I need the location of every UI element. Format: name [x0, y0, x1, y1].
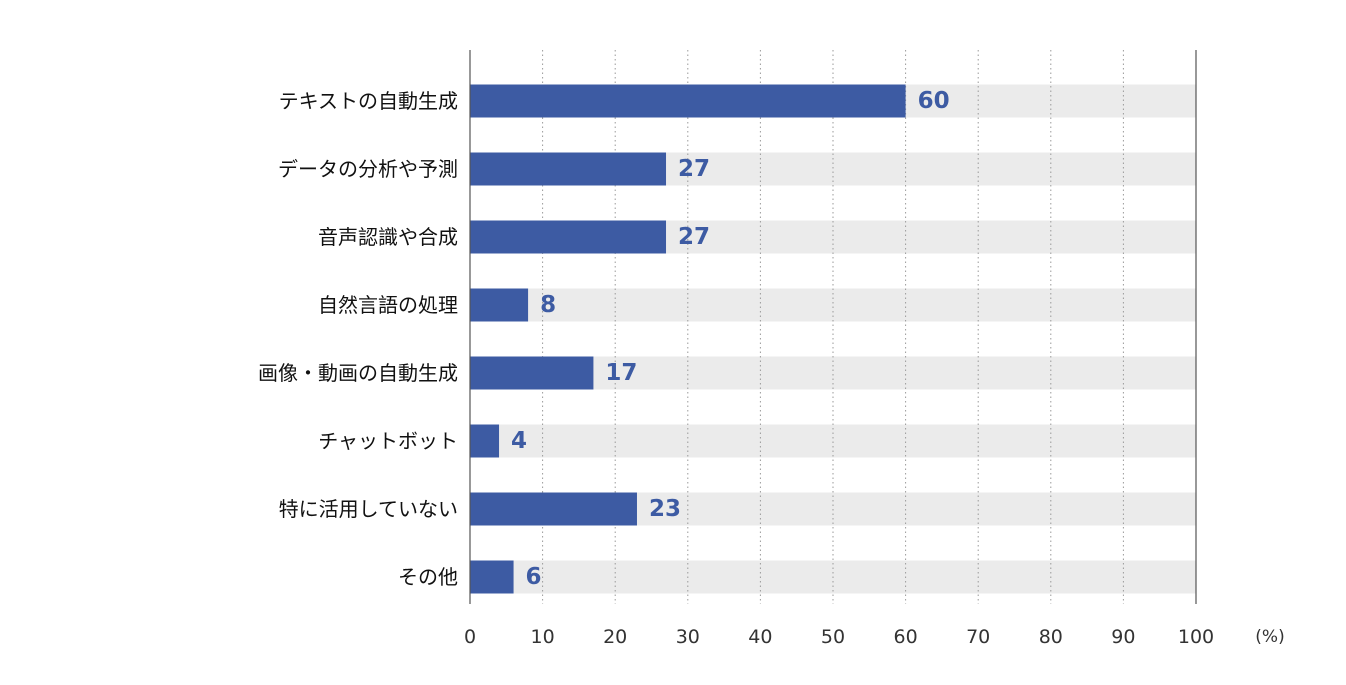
bars [470, 84, 906, 594]
bar [470, 424, 500, 458]
x-tick-label: 20 [603, 626, 627, 648]
x-tick-label: 70 [966, 626, 990, 648]
value-label: 8 [540, 292, 556, 318]
x-tick-labels: 0 10 20 30 40 50 60 70 80 90 100 [464, 626, 1214, 648]
bar [470, 220, 667, 254]
bar [470, 560, 514, 594]
category-label: 自然言語の処理 [318, 293, 458, 317]
category-label: 特に活用していない [279, 497, 458, 521]
category-label: テキストの自動生成 [279, 89, 458, 113]
value-label: 23 [649, 496, 681, 522]
value-labels: 60 27 27 8 17 4 23 6 [511, 88, 950, 590]
bar [470, 84, 906, 118]
value-label: 6 [526, 564, 542, 590]
category-label: データの分析や予測 [278, 157, 458, 181]
x-tick-label: 50 [821, 626, 845, 648]
x-tick-label: 60 [894, 626, 918, 648]
x-tick-label: 80 [1039, 626, 1063, 648]
x-tick-label: 90 [1111, 626, 1135, 648]
bar [470, 152, 667, 186]
category-labels: テキストの自動生成データの分析や予測音声認識や合成自然言語の処理画像・動画の自動… [258, 89, 458, 589]
bar [470, 492, 637, 526]
axes [469, 50, 1197, 604]
bar [470, 288, 529, 322]
bar [470, 356, 594, 390]
value-label: 27 [678, 156, 710, 182]
value-label: 60 [918, 88, 950, 114]
category-label: 音声認識や合成 [318, 225, 458, 249]
x-tick-label: 0 [464, 626, 476, 648]
unit-label: (%) [1255, 627, 1284, 647]
value-label: 27 [678, 224, 710, 250]
x-tick-label: 40 [748, 626, 772, 648]
x-tick-label: 10 [531, 626, 555, 648]
value-label: 4 [511, 428, 527, 454]
category-label: その他 [398, 565, 458, 589]
x-tick-label: 100 [1178, 626, 1214, 648]
category-label: チャットボット [318, 429, 458, 453]
category-label: 画像・動画の自動生成 [258, 361, 458, 385]
value-label: 17 [605, 360, 637, 386]
x-tick-label: 30 [676, 626, 700, 648]
